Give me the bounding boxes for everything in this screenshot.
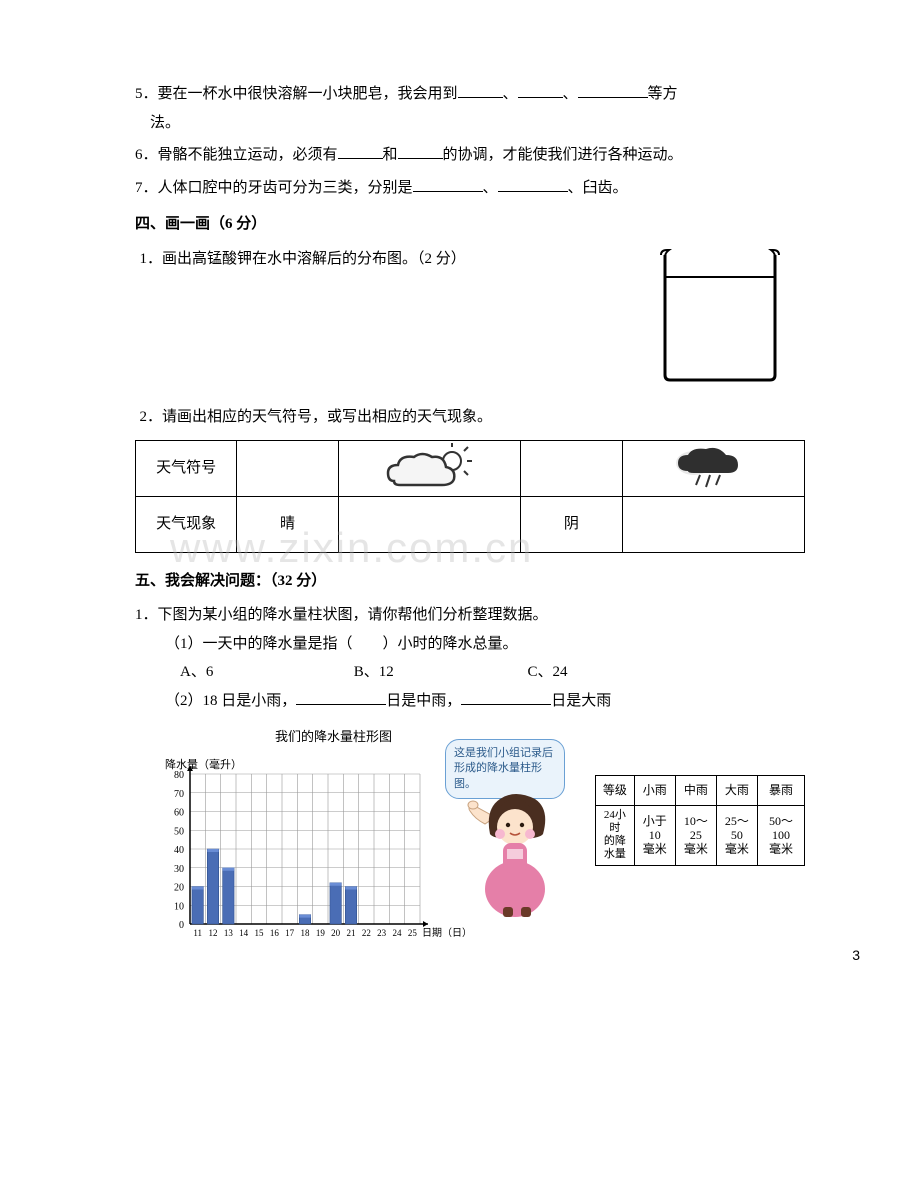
bar-chart: 降水量（毫升） 0 10 20 30 40 50 60 70 80 11 12 13 14 15 16 17 18… — [135, 754, 475, 954]
svg-text:23: 23 — [377, 928, 387, 938]
section-4-title: 四、画一画（6 分） — [135, 210, 805, 239]
legend-h3: 中雨 — [675, 776, 716, 806]
cell-dark-cloud — [622, 440, 804, 496]
q5-text-b: 等方 — [648, 86, 678, 102]
girl-icon — [445, 739, 575, 919]
blank[interactable] — [458, 83, 503, 98]
sub2-b: 日是中雨， — [386, 693, 461, 709]
svg-text:14: 14 — [239, 928, 249, 938]
cell-blank[interactable] — [237, 440, 338, 496]
cloud-sun-icon — [374, 443, 484, 493]
table-row: 天气现象 晴 阴 — [136, 496, 805, 552]
svg-text:20: 20 — [174, 882, 184, 893]
sub2-a: （2）18 日是小雨， — [165, 693, 296, 709]
svg-text:80: 80 — [174, 770, 184, 781]
sep: 、 — [483, 180, 498, 196]
svg-text:10: 10 — [174, 901, 184, 912]
girl-with-bubble: 这是我们小组记录后形成的降水量柱形图。 — [445, 739, 575, 919]
blank[interactable] — [296, 690, 386, 705]
svg-text:70: 70 — [174, 788, 184, 799]
question-6: 6．骨骼不能独立运动，必须有 和 的协调，才能使我们进行各种运动。 — [135, 141, 805, 170]
table-row: 天气符号 — [136, 440, 805, 496]
svg-text:16: 16 — [270, 928, 280, 938]
cell-blank[interactable] — [338, 496, 520, 552]
option-b[interactable]: B、12 — [354, 658, 524, 687]
svg-text:15: 15 — [255, 928, 265, 938]
blank[interactable] — [413, 177, 483, 192]
svg-text:22: 22 — [362, 928, 371, 938]
section-5-title: 五、我会解决问题：（32 分） — [135, 567, 805, 596]
sub2-c: 日是大雨 — [551, 693, 611, 709]
cell-value: 晴 — [237, 496, 338, 552]
option-c[interactable]: C、24 — [528, 658, 698, 687]
legend-h4: 大雨 — [716, 776, 757, 806]
legend-table: 等级 小雨 中雨 大雨 暴雨 24小时的降水量 小于10毫米 10～25毫米 2… — [595, 775, 805, 866]
svg-text:25: 25 — [408, 928, 418, 938]
sep: 、 — [563, 86, 578, 102]
svg-text:60: 60 — [174, 807, 184, 818]
q7-text-b: 、臼齿。 — [568, 180, 628, 196]
blank[interactable] — [498, 177, 568, 192]
cell-blank[interactable] — [521, 440, 622, 496]
svg-text:18: 18 — [301, 928, 311, 938]
legend-c3: 10～25毫米 — [675, 805, 716, 865]
cell-header: 天气符号 — [136, 440, 237, 496]
legend-h2: 小雨 — [634, 776, 675, 806]
blank[interactable] — [461, 690, 551, 705]
svg-text:21: 21 — [347, 928, 356, 938]
legend-r1: 24小时的降水量 — [596, 805, 635, 865]
table-row: 24小时的降水量 小于10毫米 10～25毫米 25～50毫米 50～100毫米 — [596, 805, 805, 865]
svg-text:0: 0 — [179, 920, 184, 931]
options-row: A、6 B、12 C、24 — [135, 658, 805, 687]
beaker-figure — [655, 245, 785, 396]
option-a[interactable]: A、6 — [180, 658, 350, 687]
svg-text:24: 24 — [393, 928, 403, 938]
q4-1-wrap: 1．画出高锰酸钾在水中溶解后的分布图。（2 分） — [135, 245, 805, 404]
chart-area: 我们的降水量柱形图 降水量（毫升）01020304050607080111213… — [135, 725, 805, 945]
svg-text:40: 40 — [174, 845, 184, 856]
beaker-icon — [655, 245, 785, 385]
legend-h1: 等级 — [596, 776, 635, 806]
legend-c4: 25～50毫米 — [716, 805, 757, 865]
svg-text:30: 30 — [174, 863, 184, 874]
question-5: 5．要在一杯水中很快溶解一小块肥皂，我会用到 、 、 等方 法。 — [135, 80, 805, 137]
svg-text:17: 17 — [285, 928, 295, 938]
q4-2-text: 2．请画出相应的天气符号，或写出相应的天气现象。 — [135, 403, 805, 432]
q5-text-c: 法。 — [135, 109, 805, 138]
cell-header: 天气现象 — [136, 496, 237, 552]
blank[interactable] — [518, 83, 563, 98]
weather-table: 天气符号 天气现象 晴 阴 — [135, 440, 805, 553]
blank[interactable] — [578, 83, 648, 98]
svg-text:20: 20 — [331, 928, 341, 938]
question-7: 7．人体口腔中的牙齿可分为三类，分别是 、 、臼齿。 — [135, 174, 805, 203]
legend-c5: 50～100毫米 — [757, 805, 804, 865]
svg-text:50: 50 — [174, 826, 184, 837]
svg-text:13: 13 — [224, 928, 234, 938]
svg-text:日期（日）: 日期（日） — [422, 927, 472, 939]
q5-1-sub2: （2）18 日是小雨， 日是中雨， 日是大雨 — [135, 687, 805, 716]
svg-text:19: 19 — [316, 928, 326, 938]
blank[interactable] — [398, 144, 443, 159]
legend-h5: 暴雨 — [757, 776, 804, 806]
sep: 、 — [503, 86, 518, 102]
page-number: 3 — [852, 942, 860, 969]
q6-text-c: 的协调，才能使我们进行各种运动。 — [443, 147, 683, 163]
legend-c2: 小于10毫米 — [634, 805, 675, 865]
dark-cloud-rain-icon — [666, 443, 746, 493]
blank[interactable] — [338, 144, 383, 159]
svg-text:11: 11 — [193, 928, 202, 938]
cell-blank[interactable] — [622, 496, 804, 552]
svg-text:降水量（毫升）: 降水量（毫升） — [165, 757, 242, 771]
q7-text-a: 7．人体口腔中的牙齿可分为三类，分别是 — [135, 180, 413, 196]
svg-text:12: 12 — [209, 928, 218, 938]
table-row: 等级 小雨 中雨 大雨 暴雨 — [596, 776, 805, 806]
q5-text-a: 5．要在一杯水中很快溶解一小块肥皂，我会用到 — [135, 86, 458, 102]
q6-text-a: 6．骨骼不能独立运动，必须有 — [135, 147, 338, 163]
q5-1-sub1: （1）一天中的降水量是指（ ）小时的降水总量。 — [135, 630, 805, 659]
q5-1-intro: 1．下图为某小组的降水量柱状图，请你帮他们分析整理数据。 — [135, 601, 805, 630]
cell-value: 阴 — [521, 496, 622, 552]
q6-text-b: 和 — [383, 147, 398, 163]
cell-cloud-sun — [338, 440, 520, 496]
